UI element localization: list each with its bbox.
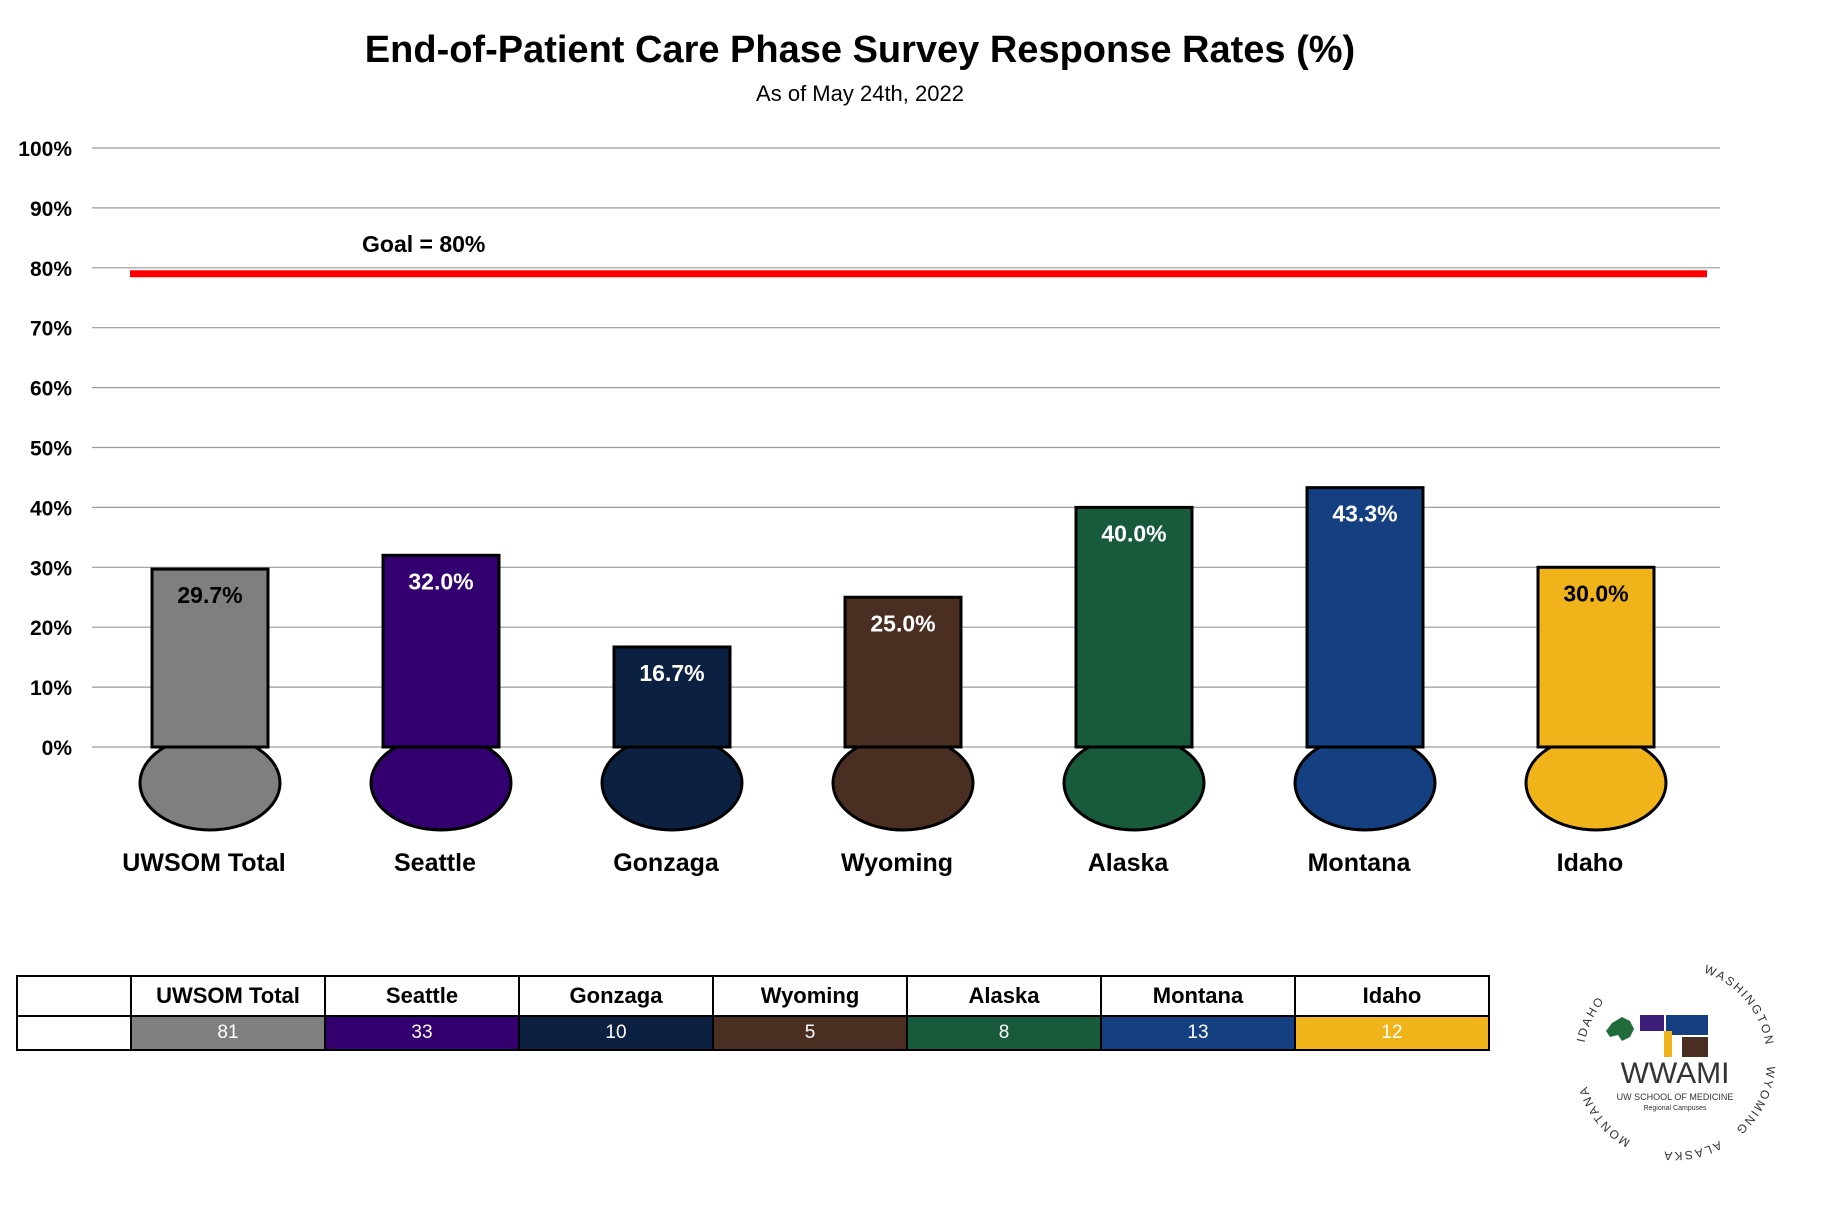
- table-header-cell: Idaho: [1294, 975, 1490, 1017]
- bar-bulb: [1293, 734, 1437, 832]
- table-header-cell: Seattle: [324, 975, 520, 1017]
- table-value-cell: 13: [1100, 1015, 1296, 1051]
- table-header-row: UWSOM Total Seattle Gonzaga Wyoming Alas…: [16, 975, 1490, 1017]
- table-header-cell: UWSOM Total: [130, 975, 326, 1017]
- table-completed-row: Completed 81 33 10 5 8 13 12: [16, 1015, 1490, 1051]
- wwami-map-icon: [1606, 1015, 1708, 1057]
- data-label: 30.0%: [1563, 580, 1628, 606]
- goal-marker: Goal = 80%: [130, 231, 1707, 278]
- category-label: Wyoming: [841, 849, 953, 877]
- y-axis-ticks: 0% 10% 20% 30% 40% 50% 60% 70% 80% 90% 100%: [18, 138, 72, 760]
- table-value-cell: 81: [130, 1015, 326, 1051]
- data-label: 43.3%: [1332, 501, 1397, 527]
- category-label: Seattle: [394, 849, 476, 877]
- y-tick-label: 0%: [42, 737, 73, 760]
- category-label: Gonzaga: [613, 849, 720, 877]
- category-label: Alaska: [1088, 849, 1170, 877]
- bar: [381, 553, 501, 749]
- bar-group: [138, 567, 282, 832]
- table-value-cell: 12: [1294, 1015, 1490, 1051]
- table-value-cell: 5: [712, 1015, 908, 1051]
- bar-bulb: [600, 734, 744, 832]
- bar-group: [1062, 505, 1206, 832]
- table-header-cell: Wyoming: [712, 975, 908, 1017]
- bar: [1305, 486, 1425, 749]
- table-value-cell: 8: [906, 1015, 1102, 1051]
- bar-bulb: [1524, 734, 1668, 832]
- y-tick-label: 100%: [18, 138, 72, 161]
- category-labels: UWSOM Total Seattle Gonzaga Wyoming Alaska Mo…: [122, 849, 1623, 877]
- table-value-cell: 10: [518, 1015, 714, 1051]
- bar: [150, 567, 270, 749]
- y-tick-label: 50%: [30, 438, 72, 461]
- bar-bulb: [1062, 734, 1206, 832]
- chart: End-of-Patient Care Phase Survey Respons…: [18, 29, 1720, 877]
- bar-group: [1293, 486, 1437, 832]
- chart-subtitle: As of May 24th, 2022: [756, 81, 964, 106]
- goal-label: Goal = 80%: [362, 231, 485, 257]
- bar-group: [1524, 565, 1668, 832]
- y-tick-label: 30%: [30, 557, 72, 580]
- y-tick-label: 10%: [30, 677, 72, 700]
- bar-group: [369, 553, 513, 832]
- bar-bulb: [831, 734, 975, 832]
- table-header-cell: Alaska: [906, 975, 1102, 1017]
- table-header-cell: Gonzaga: [518, 975, 714, 1017]
- table-row-label: Completed: [16, 1015, 132, 1051]
- bar: [612, 645, 732, 749]
- category-label: Montana: [1308, 849, 1412, 877]
- y-tick-label: 80%: [30, 258, 72, 281]
- y-tick-label: 40%: [30, 497, 72, 520]
- table-header-cell: Montana: [1100, 975, 1296, 1017]
- data-label: 25.0%: [870, 610, 935, 636]
- table-value-cell: 33: [324, 1015, 520, 1051]
- gridlines: [92, 147, 1720, 748]
- data-labels: 29.7% 32.0% 16.7% 25.0% 40.0% 43.3% 30.0%: [177, 501, 1628, 686]
- data-label: 29.7%: [177, 582, 242, 608]
- bar: [1536, 565, 1656, 749]
- logo-subtitle-2: Regional Campuses: [1643, 1105, 1707, 1112]
- chart-title: End-of-Patient Care Phase Survey Respons…: [365, 29, 1355, 71]
- bar-group: [600, 645, 744, 832]
- category-label: UWSOM Total: [122, 849, 285, 877]
- data-label: 16.7%: [639, 660, 704, 686]
- wwami-logo: IDAHO WASHINGTON WYOMING ALASKA MONTANA …: [1567, 952, 1783, 1168]
- category-label: Idaho: [1557, 849, 1624, 877]
- y-tick-label: 70%: [30, 318, 72, 341]
- data-label: 32.0%: [408, 568, 473, 594]
- bar: [1074, 505, 1194, 749]
- y-tick-label: 20%: [30, 617, 72, 640]
- logo-subtitle: UW SCHOOL OF MEDICINE: [1617, 1092, 1734, 1102]
- logo-title: WWAMI: [1621, 1057, 1730, 1090]
- table-corner-cell: [16, 975, 132, 1017]
- bar-bulb: [138, 734, 282, 832]
- data-label: 40.0%: [1101, 520, 1166, 546]
- bar-group: [831, 595, 975, 832]
- completed-table: UWSOM Total Seattle Gonzaga Wyoming Alas…: [16, 975, 1490, 1051]
- bars: [138, 486, 1668, 832]
- y-tick-label: 90%: [30, 198, 72, 221]
- y-tick-label: 60%: [30, 378, 72, 401]
- bar-bulb: [369, 734, 513, 832]
- bar: [843, 595, 963, 749]
- logo-background: [1567, 952, 1783, 1168]
